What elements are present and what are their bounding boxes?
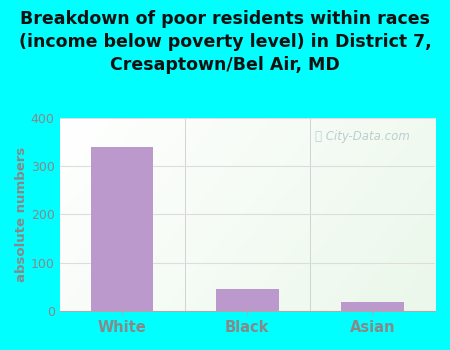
Text: ⓘ City-Data.com: ⓘ City-Data.com [315,130,410,142]
Y-axis label: absolute numbers: absolute numbers [15,147,28,282]
Bar [216,289,279,311]
Bar [91,147,153,311]
Text: Breakdown of poor residents within races
(income below poverty level) in Distric: Breakdown of poor residents within races… [19,10,431,74]
Bar [341,302,404,311]
